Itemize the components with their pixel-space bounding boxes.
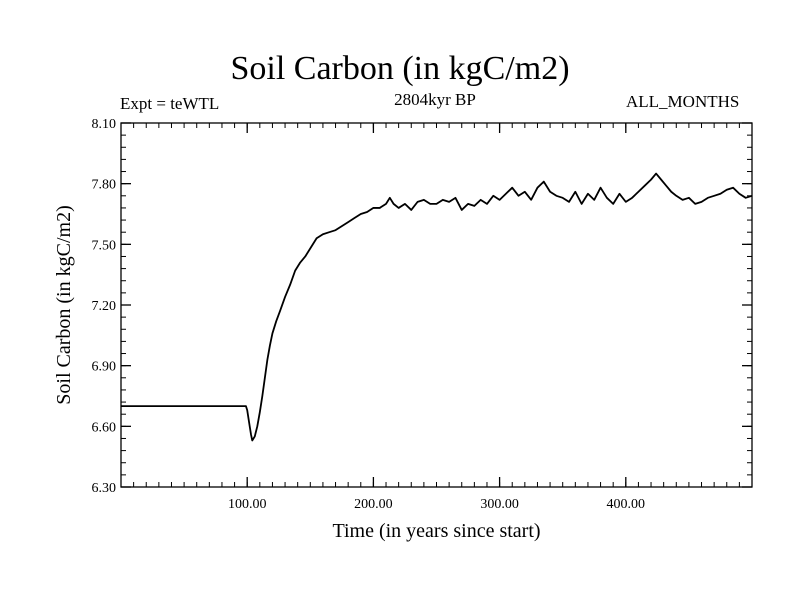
x-tick-label: 400.00 <box>607 497 646 512</box>
y-tick-label: 8.10 <box>92 117 117 132</box>
y-tick-label: 7.20 <box>92 299 117 314</box>
y-tick-label: 7.80 <box>92 178 117 193</box>
series-line-soil-carbon <box>121 172 753 442</box>
chart-title: Soil Carbon (in kgC/m2) <box>230 50 570 87</box>
x-tick-label: 200.00 <box>354 497 393 512</box>
y-minor-ticks <box>121 134 752 476</box>
chart-subtitle: 2804kyr BP <box>394 90 476 109</box>
y-tick-label: 6.90 <box>92 360 117 375</box>
y-tick-labels: 6.30 6.60 6.90 7.20 7.50 7.80 8.10 <box>92 117 117 496</box>
y-tick-label: 6.30 <box>92 481 117 496</box>
plot-frame <box>120 122 753 488</box>
x-tick-label: 300.00 <box>480 497 519 512</box>
x-axis-label: Time (in years since start) <box>332 520 540 542</box>
x-tick-label: 100.00 <box>228 497 267 512</box>
period-label: ALL_MONTHS <box>626 92 740 111</box>
x-tick-labels: 100.00 200.00 300.00 400.00 <box>228 497 645 512</box>
y-axis-label: Soil Carbon (in kgC/m2) <box>53 205 75 404</box>
x-minor-ticks <box>133 123 740 487</box>
y-tick-label: 6.60 <box>92 420 117 435</box>
y-tick-label: 7.50 <box>92 238 117 253</box>
experiment-label: Expt = teWTL <box>120 94 220 113</box>
y-major-ticks <box>121 122 752 488</box>
x-major-ticks <box>246 123 627 487</box>
